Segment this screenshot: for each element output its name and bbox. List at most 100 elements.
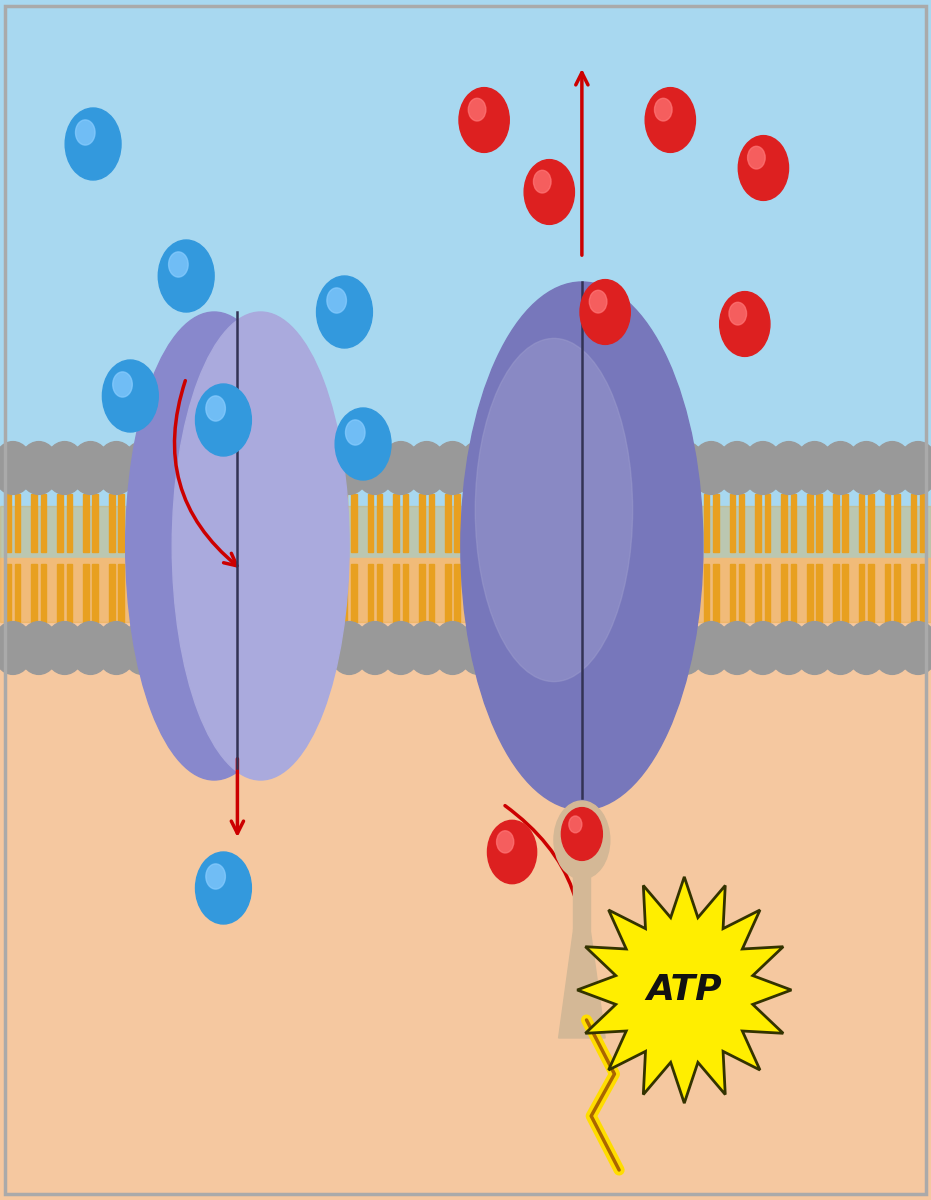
Bar <box>222 564 227 622</box>
Bar <box>368 494 373 552</box>
Bar <box>884 494 890 552</box>
Ellipse shape <box>126 312 303 780</box>
Circle shape <box>509 442 550 494</box>
Circle shape <box>768 442 809 494</box>
Circle shape <box>70 622 111 674</box>
Bar <box>41 564 47 622</box>
Circle shape <box>355 442 396 494</box>
Bar <box>730 494 735 552</box>
Circle shape <box>561 808 602 860</box>
Circle shape <box>846 442 887 494</box>
Bar <box>652 564 657 622</box>
Circle shape <box>846 622 887 674</box>
Circle shape <box>654 98 672 121</box>
Circle shape <box>317 276 372 348</box>
Bar <box>32 494 37 552</box>
Circle shape <box>748 146 765 169</box>
Bar <box>807 564 813 622</box>
Bar <box>661 564 667 622</box>
Circle shape <box>432 622 473 674</box>
Bar <box>652 494 657 552</box>
Circle shape <box>742 622 783 674</box>
Circle shape <box>717 622 758 674</box>
Circle shape <box>0 622 34 674</box>
Bar <box>170 494 176 552</box>
Bar <box>403 494 409 552</box>
Circle shape <box>277 622 317 674</box>
Circle shape <box>199 622 240 674</box>
Bar <box>884 564 890 622</box>
Bar <box>627 494 632 552</box>
Circle shape <box>468 98 486 121</box>
Bar <box>636 564 641 622</box>
Circle shape <box>488 821 536 883</box>
Bar <box>833 494 839 552</box>
Circle shape <box>561 622 602 674</box>
Bar <box>238 494 244 552</box>
Circle shape <box>0 442 34 494</box>
Circle shape <box>665 442 706 494</box>
Bar <box>480 494 486 552</box>
Bar <box>196 564 201 622</box>
Circle shape <box>173 622 214 674</box>
Bar <box>118 564 124 622</box>
Bar <box>480 564 486 622</box>
Circle shape <box>587 622 628 674</box>
Bar <box>445 494 451 552</box>
Bar <box>522 564 528 622</box>
Bar <box>161 564 167 622</box>
Circle shape <box>639 442 680 494</box>
Bar <box>859 494 865 552</box>
Bar <box>816 494 822 552</box>
Bar <box>584 494 589 552</box>
Bar <box>600 564 606 622</box>
Circle shape <box>148 442 189 494</box>
Bar <box>764 564 770 622</box>
Bar <box>109 564 115 622</box>
Bar <box>299 494 304 552</box>
Bar <box>506 494 512 552</box>
Bar <box>894 494 899 552</box>
Circle shape <box>589 290 607 313</box>
Circle shape <box>196 384 251 456</box>
Text: ATP: ATP <box>646 973 722 1007</box>
Bar <box>351 494 357 552</box>
Circle shape <box>569 816 582 833</box>
Circle shape <box>535 622 576 674</box>
Circle shape <box>148 622 189 674</box>
Circle shape <box>381 622 422 674</box>
Circle shape <box>524 160 574 224</box>
Bar <box>755 494 761 552</box>
Circle shape <box>206 864 225 889</box>
Bar <box>584 564 589 622</box>
Circle shape <box>19 622 60 674</box>
Bar <box>109 494 115 552</box>
Bar <box>600 494 606 552</box>
Bar <box>807 494 813 552</box>
Ellipse shape <box>554 802 610 878</box>
Circle shape <box>794 442 835 494</box>
Bar <box>610 564 615 622</box>
Bar <box>144 564 150 622</box>
Bar <box>497 494 503 552</box>
Circle shape <box>345 420 365 445</box>
Bar <box>428 564 434 622</box>
Bar <box>532 494 537 552</box>
Bar <box>15 564 20 622</box>
Circle shape <box>897 622 931 674</box>
Bar <box>894 564 899 622</box>
Circle shape <box>158 240 214 312</box>
Circle shape <box>871 442 912 494</box>
Bar <box>248 564 253 622</box>
Circle shape <box>738 136 789 200</box>
Bar <box>342 494 347 552</box>
Bar <box>6 564 11 622</box>
Bar <box>627 564 632 622</box>
Bar <box>212 564 218 622</box>
Bar <box>833 564 839 622</box>
Bar <box>920 564 925 622</box>
Circle shape <box>458 442 499 494</box>
Bar <box>325 564 331 622</box>
Circle shape <box>19 442 60 494</box>
Circle shape <box>169 252 188 277</box>
